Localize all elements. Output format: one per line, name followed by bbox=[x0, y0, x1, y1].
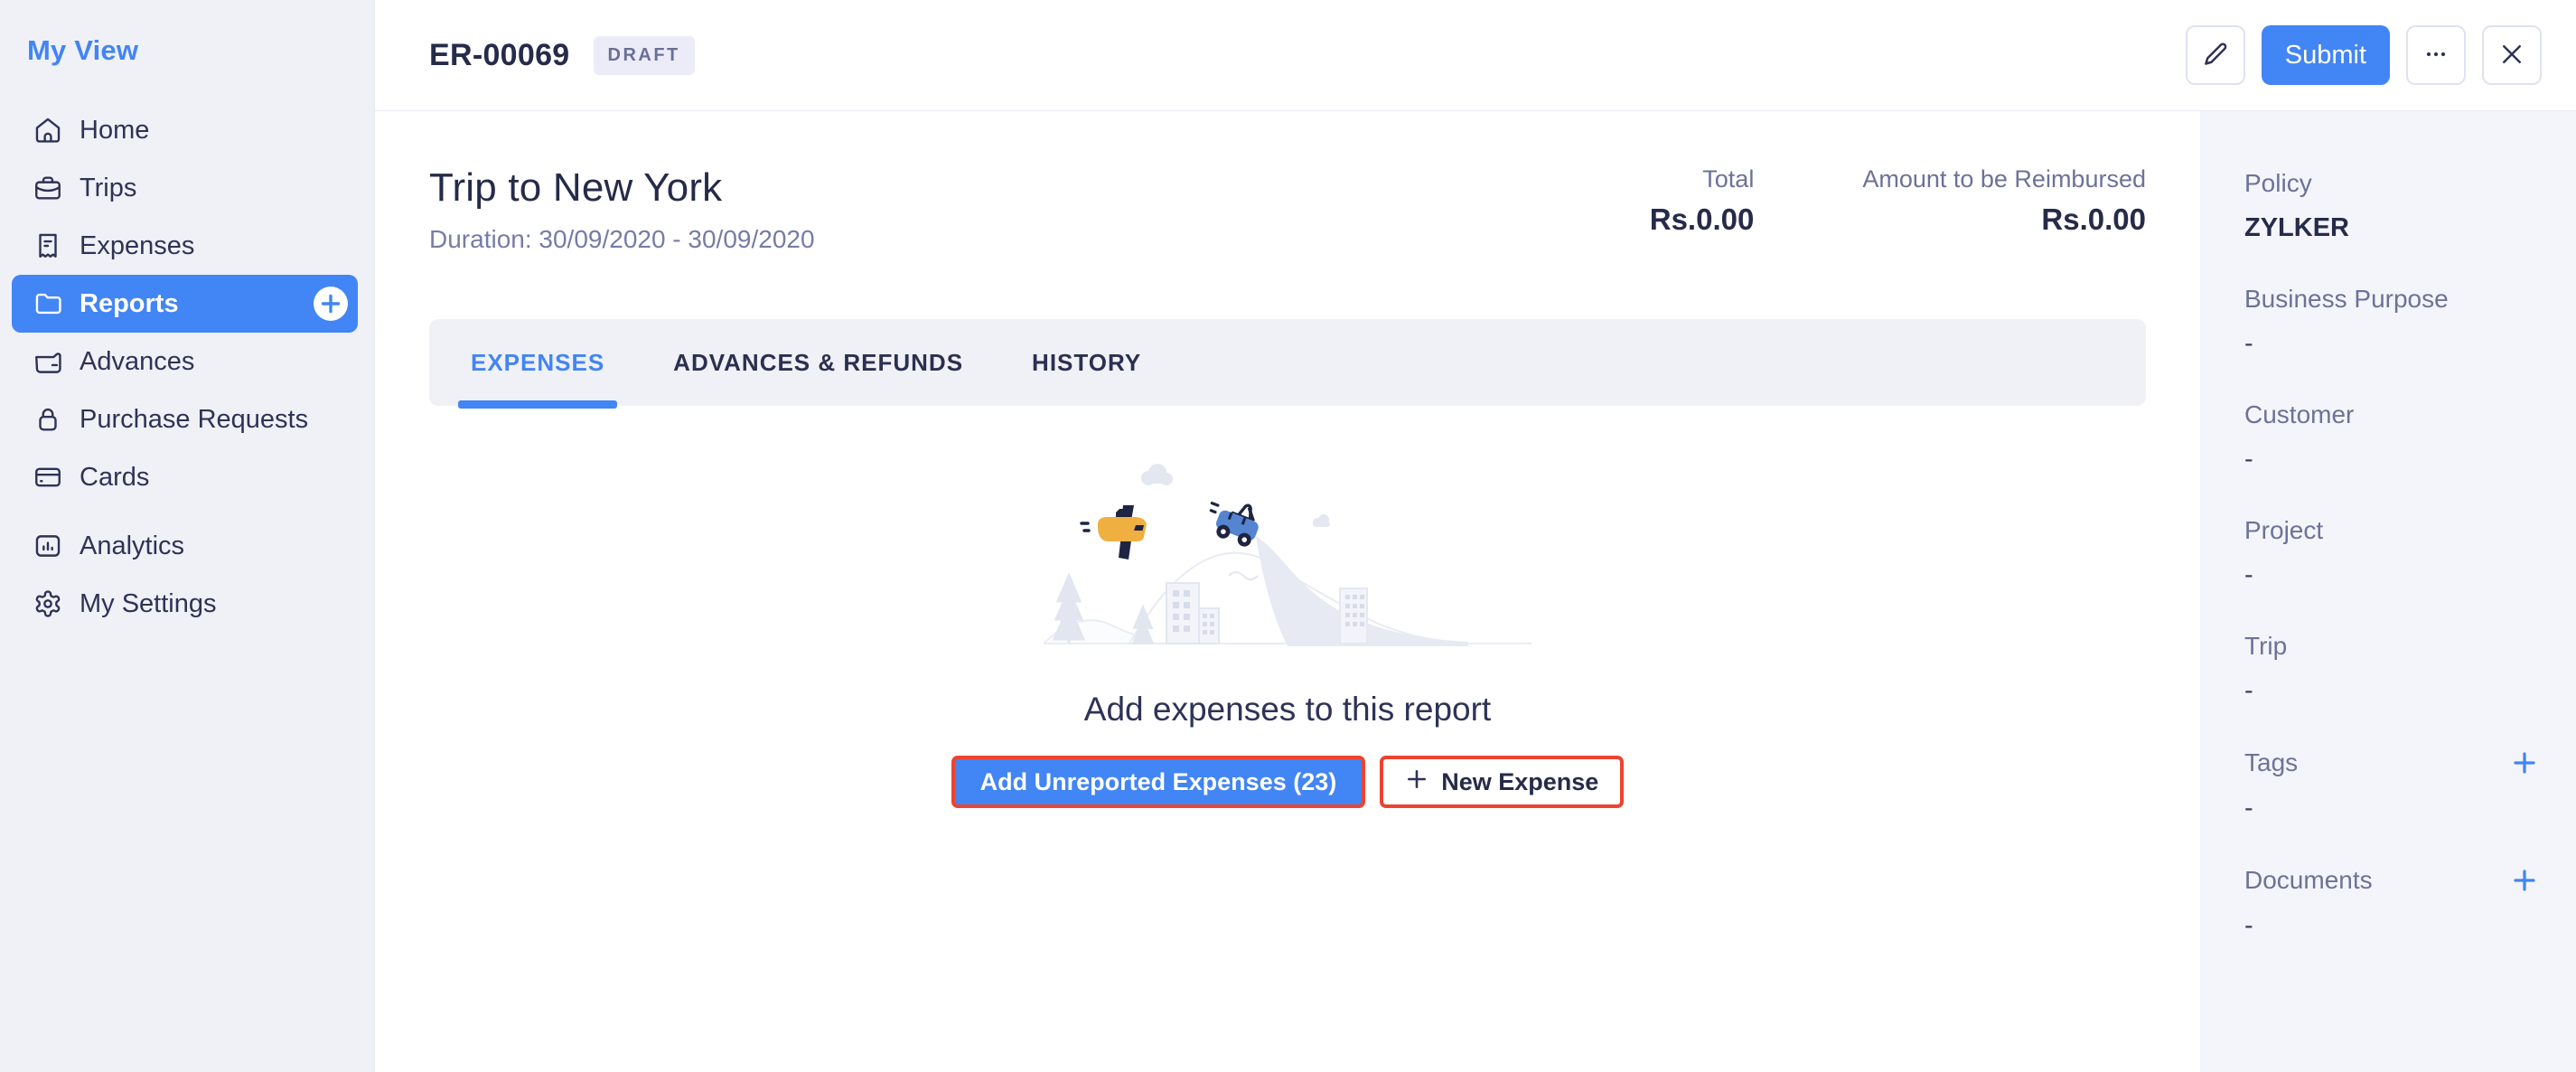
sidebar-item-expenses[interactable]: Expenses bbox=[12, 217, 358, 275]
car bbox=[1209, 502, 1259, 547]
submit-button[interactable]: Submit bbox=[2261, 25, 2390, 85]
new-expense-button[interactable]: New Expense bbox=[1383, 759, 1621, 804]
plus-icon bbox=[1405, 767, 1429, 797]
empty-state-heading: Add expenses to this report bbox=[1083, 691, 1492, 728]
field-value: - bbox=[2244, 911, 2253, 940]
field-trip: Trip - bbox=[2244, 632, 2540, 706]
edit-button[interactable] bbox=[2185, 25, 2245, 85]
sidebar-item-label: Trips bbox=[80, 173, 137, 202]
field-label: Project bbox=[2244, 516, 2324, 544]
folder-icon bbox=[33, 288, 63, 319]
report-amounts: Total Rs.0.00 Amount to be Reimbursed Rs… bbox=[1650, 165, 2146, 237]
field-value: - bbox=[2244, 560, 2253, 589]
travel-illustration bbox=[429, 456, 2146, 653]
close-button[interactable] bbox=[2482, 25, 2542, 85]
sidebar-item-trips[interactable]: Trips bbox=[12, 159, 358, 217]
tab-history[interactable]: HISTORY bbox=[1032, 348, 1142, 376]
field-value: - bbox=[2244, 329, 2253, 358]
sidebar-item-analytics[interactable]: Analytics bbox=[12, 517, 358, 575]
report-content: Trip to New York Duration: 30/09/2020 - … bbox=[375, 111, 2200, 1072]
add-document-icon[interactable] bbox=[2509, 865, 2540, 896]
tab-expenses[interactable]: EXPENSES bbox=[457, 319, 618, 409]
empty-state: Add expenses to this report Add Unreport… bbox=[429, 456, 2146, 804]
ellipsis-icon bbox=[2421, 40, 2450, 71]
tab-advances-refunds[interactable]: ADVANCES & REFUNDS bbox=[673, 348, 964, 376]
more-button[interactable] bbox=[2406, 25, 2466, 85]
briefcase-icon bbox=[33, 173, 63, 203]
report-id: ER-00069 bbox=[429, 37, 570, 72]
add-unreported-expenses-button[interactable]: Add Unreported Expenses (23) bbox=[954, 759, 1363, 804]
details-panel: Policy ZYLKER Business Purpose - Custome… bbox=[2200, 111, 2576, 1072]
sidebar-item-my-settings[interactable]: My Settings bbox=[12, 575, 358, 633]
sidebar-title: My View bbox=[27, 34, 139, 66]
total-amount-block: Total Rs.0.00 bbox=[1650, 165, 1755, 237]
field-policy: Policy ZYLKER bbox=[2244, 169, 2540, 243]
lock-icon bbox=[33, 404, 63, 435]
field-label: Documents bbox=[2244, 866, 2373, 894]
sidebar-item-home[interactable]: Home bbox=[12, 101, 358, 159]
main-area: ER-00069 DRAFT Submit bbox=[375, 0, 2576, 1072]
sidebar-item-label: Purchase Requests bbox=[80, 404, 309, 434]
sidebar-item-label: Reports bbox=[80, 288, 179, 318]
field-label: Policy bbox=[2244, 169, 2312, 197]
field-documents: Documents - bbox=[2244, 865, 2540, 941]
pencil-icon bbox=[2202, 41, 2229, 71]
receipt-icon bbox=[33, 230, 63, 261]
report-duration: Duration: 30/09/2020 - 30/09/2020 bbox=[429, 225, 815, 253]
report-tabs: EXPENSES ADVANCES & REFUNDS HISTORY bbox=[429, 319, 2146, 409]
field-value: - bbox=[2244, 794, 2253, 823]
field-label: Tags bbox=[2244, 748, 2299, 776]
bar-chart-icon bbox=[33, 531, 63, 561]
sidebar-item-label: Analytics bbox=[80, 531, 185, 560]
report-header: ER-00069 DRAFT Submit bbox=[375, 0, 2576, 111]
add-tag-icon[interactable] bbox=[2509, 748, 2540, 778]
sidebar-item-label: Home bbox=[80, 115, 150, 145]
sidebar-item-advances[interactable]: Advances bbox=[12, 333, 358, 390]
home-icon bbox=[33, 115, 63, 146]
report-body: Trip to New York Duration: 30/09/2020 - … bbox=[375, 111, 2576, 1072]
field-label: Business Purpose bbox=[2244, 285, 2449, 313]
sidebar-item-label: Advances bbox=[80, 346, 195, 376]
sidebar-item-label: My Settings bbox=[80, 588, 217, 618]
sidebar-item-label: Expenses bbox=[80, 230, 195, 260]
field-project: Project - bbox=[2244, 516, 2540, 590]
field-label: Customer bbox=[2244, 400, 2355, 428]
credit-card-icon bbox=[33, 462, 63, 493]
empty-state-actions: Add Unreported Expenses (23) New Expense bbox=[429, 759, 2146, 804]
sidebar-item-purchase-requests[interactable]: Purchase Requests bbox=[12, 390, 358, 448]
new-expense-label: New Expense bbox=[1441, 767, 1599, 795]
field-customer: Customer - bbox=[2244, 400, 2540, 475]
sidebar: My View Home Trips Expenses bbox=[0, 0, 375, 1072]
wallet-icon bbox=[33, 346, 63, 377]
field-label: Trip bbox=[2244, 632, 2288, 660]
add-report-icon[interactable] bbox=[313, 286, 349, 322]
trip-info: Trip to New York Duration: 30/09/2020 - … bbox=[429, 165, 815, 254]
field-value: - bbox=[2244, 676, 2253, 705]
field-value: - bbox=[2244, 445, 2253, 474]
report-title: Trip to New York bbox=[429, 165, 723, 210]
gear-icon bbox=[33, 588, 63, 619]
field-value: ZYLKER bbox=[2244, 213, 2349, 242]
sidebar-item-cards[interactable]: Cards bbox=[12, 448, 358, 506]
sidebar-item-label: Cards bbox=[80, 462, 150, 492]
reimburse-amount-block: Amount to be Reimbursed Rs.0.00 bbox=[1862, 165, 2146, 237]
total-label: Total bbox=[1702, 165, 1755, 193]
status-badge: DRAFT bbox=[593, 35, 695, 75]
field-tags: Tags - bbox=[2244, 748, 2540, 823]
plane bbox=[1080, 505, 1147, 560]
total-value: Rs.0.00 bbox=[1649, 202, 1755, 236]
close-icon bbox=[2498, 41, 2525, 71]
sidebar-item-reports[interactable]: Reports bbox=[12, 275, 358, 333]
report-summary: Trip to New York Duration: 30/09/2020 - … bbox=[429, 165, 2146, 254]
reimburse-value: Rs.0.00 bbox=[2041, 202, 2146, 236]
sidebar-nav: Home Trips Expenses Reports bbox=[0, 101, 374, 633]
field-business-purpose: Business Purpose - bbox=[2244, 285, 2540, 359]
reimburse-label: Amount to be Reimbursed bbox=[1862, 165, 2146, 193]
header-actions: Submit bbox=[2185, 25, 2542, 85]
